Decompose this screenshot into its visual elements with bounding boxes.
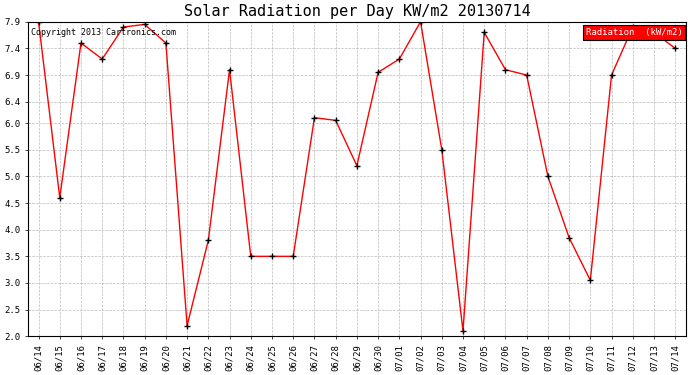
Text: Radiation  (kW/m2): Radiation (kW/m2) <box>586 28 682 37</box>
Text: Copyright 2013 Cartronics.com: Copyright 2013 Cartronics.com <box>31 28 176 37</box>
Title: Solar Radiation per Day KW/m2 20130714: Solar Radiation per Day KW/m2 20130714 <box>184 4 530 19</box>
